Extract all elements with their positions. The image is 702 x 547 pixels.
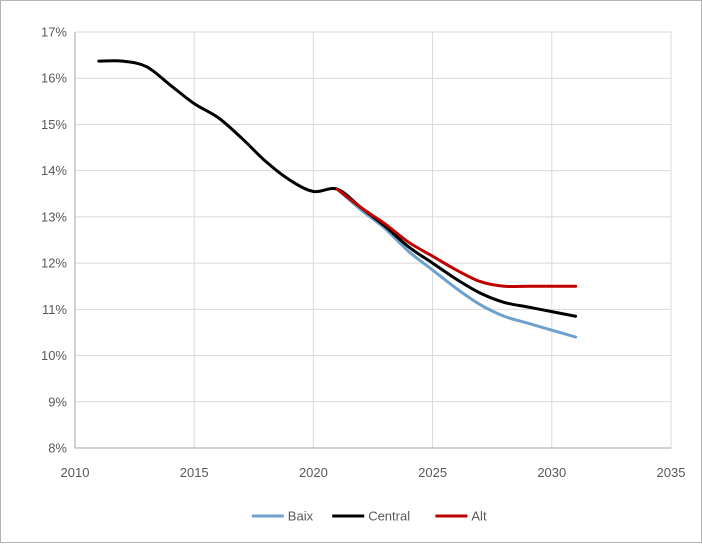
x-tick-label: 2035 <box>657 465 686 480</box>
y-tick-label: 13% <box>41 209 67 224</box>
x-tick-label: 2015 <box>180 465 209 480</box>
series-line-alt <box>335 187 578 289</box>
legend: Baix Central Alt <box>251 509 487 524</box>
y-tick-label: 10% <box>41 348 67 363</box>
y-tick-label: 15% <box>41 117 67 132</box>
y-tick-label: 17% <box>41 25 67 40</box>
y-tick-label: 16% <box>41 71 67 86</box>
y-tick-label: 9% <box>48 394 67 409</box>
y-tick-label: 12% <box>41 256 67 271</box>
x-tick-label: 2020 <box>299 465 328 480</box>
legend-label-central: Central <box>368 509 410 524</box>
plot-area <box>74 31 672 449</box>
y-tick-label: 14% <box>41 163 67 178</box>
y-tick-label: 8% <box>48 441 67 456</box>
x-tick-label: 2030 <box>537 465 566 480</box>
grid-layer <box>74 31 672 449</box>
legend-label-alt: Alt <box>471 509 487 524</box>
series-layer <box>97 59 578 339</box>
y-tick-label: 11% <box>42 302 67 317</box>
axis-layer: 8% 9% 10% 11% 12% 13% 14% 15% 16% 17% 2010 2015 2020… <box>41 25 685 481</box>
series-line-baix <box>335 187 578 339</box>
legend-label-baix: Baix <box>288 509 314 524</box>
x-tick-label: 2010 <box>61 465 90 480</box>
x-tick-label: 2025 <box>418 465 447 480</box>
